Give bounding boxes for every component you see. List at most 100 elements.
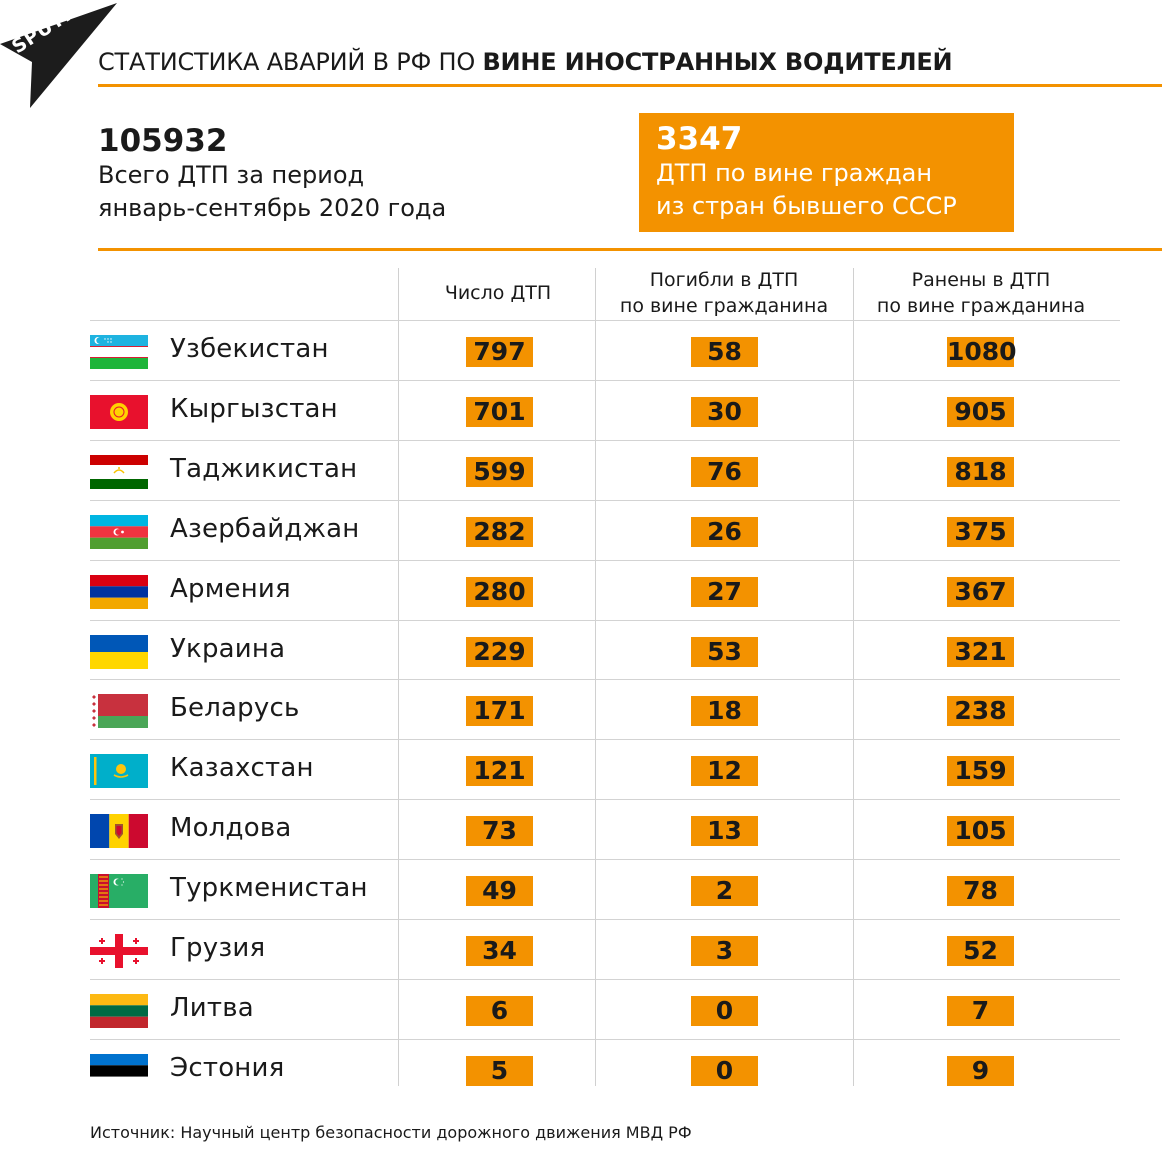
country-name: Таджикистан [170, 454, 358, 484]
killed-value: 53 [691, 637, 758, 667]
killed-value: 0 [691, 996, 758, 1026]
column-header-killed-line2: по вине гражданина [619, 295, 829, 317]
column-divider [853, 268, 854, 1086]
turkmenistan-flag-icon [90, 874, 148, 908]
row-divider [90, 859, 1120, 860]
page-title: СТАТИСТИКА АВАРИЙ В РФ ПО ВИНЕ ИНОСТРАНН… [98, 48, 953, 76]
country-name: Молдова [170, 813, 292, 843]
total-accidents-caption-line1: Всего ДТП за период [98, 161, 365, 189]
belarus-flag-icon [90, 694, 148, 728]
killed-value: 76 [691, 457, 758, 487]
country-name: Армения [170, 574, 291, 604]
country-name: Литва [170, 993, 254, 1023]
foreign-accidents-caption-line2: из стран бывшего СССР [656, 192, 957, 220]
total-accidents-value: 105932 [98, 123, 228, 159]
column-divider [398, 268, 399, 1086]
killed-value: 2 [691, 876, 758, 906]
armenia-flag-icon [90, 575, 148, 609]
row-divider [90, 500, 1120, 501]
table-row: Армения 280 27 367 [0, 560, 1162, 620]
column-divider [595, 268, 596, 1086]
country-name: Украина [170, 634, 286, 664]
uzbekistan-flag-icon [90, 335, 148, 369]
injured-value: 905 [947, 397, 1014, 427]
column-header-injured-line2: по вине гражданина [876, 295, 1086, 317]
killed-value: 30 [691, 397, 758, 427]
accidents-value: 797 [466, 337, 533, 367]
sputnik-logo: SPUTNIK [0, 0, 125, 112]
killed-value: 12 [691, 756, 758, 786]
table-row: Молдова 73 13 105 [0, 799, 1162, 859]
column-header-killed-line1: Погибли в ДТП [649, 269, 799, 291]
row-divider [90, 1039, 1120, 1040]
accidents-value: 280 [466, 577, 533, 607]
country-name: Беларусь [170, 693, 300, 723]
killed-value: 18 [691, 696, 758, 726]
row-divider [90, 919, 1120, 920]
country-name: Туркменистан [170, 873, 368, 903]
table-row: Литва 6 0 7 [0, 979, 1162, 1039]
injured-value: 1080 [947, 337, 1017, 367]
table-row: Азербайджан 282 26 375 [0, 500, 1162, 560]
country-name: Кыргызстан [170, 394, 338, 424]
azerbaijan-flag-icon [90, 515, 148, 549]
injured-value: 105 [947, 816, 1014, 846]
injured-value: 375 [947, 517, 1014, 547]
row-divider [90, 679, 1120, 680]
row-divider [90, 560, 1120, 561]
country-name: Узбекистан [170, 334, 329, 364]
summary-divider [98, 248, 1162, 251]
accidents-value: 229 [466, 637, 533, 667]
table-row: Украина 229 53 321 [0, 620, 1162, 680]
sputnik-logo-shape-icon [0, 3, 117, 108]
row-divider [90, 739, 1120, 740]
killed-value: 27 [691, 577, 758, 607]
accidents-value: 282 [466, 517, 533, 547]
foreign-accidents-value: 3347 [656, 121, 743, 157]
kazakhstan-flag-icon [90, 754, 148, 788]
accidents-value: 49 [466, 876, 533, 906]
row-divider [90, 620, 1120, 621]
total-accidents-caption-line2: январь-сентябрь 2020 года [98, 194, 447, 222]
injured-value: 321 [947, 637, 1014, 667]
tajikistan-flag-icon [90, 455, 148, 489]
table-row: Узбекистан 797 58 1080 [0, 320, 1162, 380]
georgia-flag-icon [90, 934, 148, 968]
injured-value: 367 [947, 577, 1014, 607]
accidents-value: 121 [466, 756, 533, 786]
country-name: Казахстан [170, 753, 314, 783]
row-divider [90, 380, 1120, 381]
killed-value: 0 [691, 1056, 758, 1086]
estonia-flag-icon [90, 1054, 148, 1088]
injured-value: 238 [947, 696, 1014, 726]
column-header-killed: Погибли в ДТП по вине гражданина [596, 267, 852, 319]
row-divider [90, 440, 1120, 441]
source-note: Источник: Научный центр безопасности дор… [90, 1123, 692, 1142]
accidents-value: 34 [466, 936, 533, 966]
moldova-flag-icon [90, 814, 148, 848]
table-row: Кыргызстан 701 30 905 [0, 380, 1162, 440]
table-row: Таджикистан 599 76 818 [0, 440, 1162, 500]
table-row: Грузия 34 3 52 [0, 919, 1162, 979]
accidents-value: 701 [466, 397, 533, 427]
lithuania-flag-icon [90, 994, 148, 1028]
injured-value: 9 [947, 1056, 1014, 1086]
table-row: Туркменистан 49 2 78 [0, 859, 1162, 919]
accidents-value: 599 [466, 457, 533, 487]
table-row: Эстония 5 0 9 [0, 1039, 1162, 1099]
table-row: Беларусь 171 18 238 [0, 679, 1162, 739]
country-name: Грузия [170, 933, 266, 963]
title-divider [98, 84, 1162, 87]
header-divider [90, 320, 1120, 321]
injured-value: 7 [947, 996, 1014, 1026]
kyrgyzstan-flag-icon [90, 395, 148, 429]
title-regular: СТАТИСТИКА АВАРИЙ В РФ ПО [98, 48, 483, 76]
injured-value: 52 [947, 936, 1014, 966]
table-row: Казахстан 121 12 159 [0, 739, 1162, 799]
accidents-value: 171 [466, 696, 533, 726]
foreign-accidents-highlight: 3347 ДТП по вине граждан из стран бывшег… [639, 113, 1014, 232]
foreign-accidents-caption-line1: ДТП по вине граждан [656, 159, 933, 187]
injured-value: 159 [947, 756, 1014, 786]
accidents-value: 6 [466, 996, 533, 1026]
title-bold: ВИНЕ ИНОСТРАННЫХ ВОДИТЕЛЕЙ [482, 48, 953, 76]
